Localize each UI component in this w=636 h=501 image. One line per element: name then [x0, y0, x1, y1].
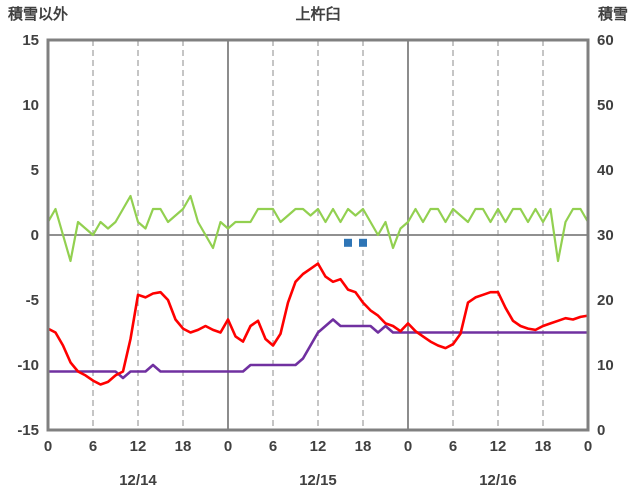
x-axis-tick-label: 0 — [404, 438, 412, 455]
x-axis-tick-label: 12 — [310, 438, 327, 455]
x-axis-tick-label: 12 — [130, 438, 147, 455]
right-axis-title: 積雪 — [597, 6, 628, 23]
left-axis-tick-label: -5 — [26, 292, 39, 309]
chart-title: 上杵臼 — [295, 6, 341, 23]
right-axis-tick-label: 20 — [597, 292, 614, 309]
green-series — [46, 194, 590, 263]
left-axis-tick-label: -10 — [17, 357, 39, 374]
blue-square-markers — [359, 238, 367, 247]
x-axis-tick-label: 18 — [355, 438, 372, 455]
right-axis-tick-label: 30 — [597, 227, 614, 244]
date-label: 12/16 — [479, 472, 517, 489]
left-axis-tick-label: 0 — [31, 227, 39, 244]
left-axis-tick-label: 5 — [31, 162, 39, 179]
right-axis-tick-label: 50 — [597, 97, 614, 114]
red-series — [46, 262, 590, 386]
x-axis-tick-label: 0 — [44, 438, 52, 455]
left-axis-title: 積雪以外 — [8, 6, 69, 23]
x-axis-tick-label: 0 — [224, 438, 232, 455]
x-axis-tick-label: 18 — [535, 438, 552, 455]
right-axis-tick-label: 40 — [597, 162, 614, 179]
right-axis-tick-label: 60 — [597, 32, 614, 49]
right-axis-tick-label: 0 — [597, 422, 605, 439]
x-axis-tick-label: 12 — [490, 438, 507, 455]
plot-border — [46, 38, 590, 432]
x-axis-tick-label: 6 — [449, 438, 457, 455]
date-label: 12/15 — [299, 472, 337, 489]
x-axis-tick-label: 6 — [89, 438, 97, 455]
left-axis-tick-label: -15 — [17, 422, 39, 439]
x-axis-tick-label: 18 — [175, 438, 192, 455]
chart-header: 積雪以外 上杵臼 積雪 — [0, 3, 636, 25]
date-label: 12/14 — [119, 472, 157, 489]
x-axis-tick-label: 0 — [584, 438, 592, 455]
x-axis-tick-label: 6 — [269, 438, 277, 455]
left-axis-tick-label: 10 — [22, 97, 39, 114]
right-axis-tick-label: 10 — [597, 357, 614, 374]
blue-square-markers — [344, 238, 352, 247]
snow-depth-series — [46, 318, 590, 380]
left-axis-tick-label: 15 — [22, 32, 39, 49]
